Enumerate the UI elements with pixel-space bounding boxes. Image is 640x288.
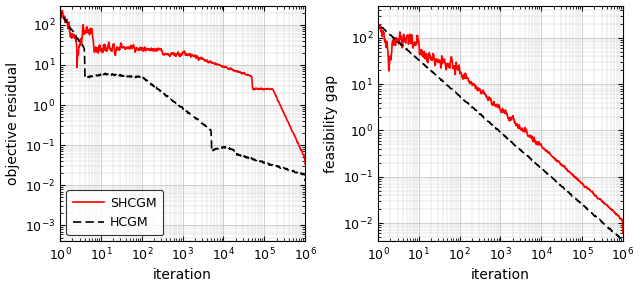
- SHCGM: [225, 67, 232, 71]
- HCGM: [248, 156, 255, 160]
- SHCGM: [374, 37, 382, 40]
- SHCGM: [56, 22, 64, 26]
- SHCGM: [248, 75, 255, 78]
- SHCGM: [164, 52, 172, 56]
- SHCGM: [399, 36, 407, 39]
- SHCGM: [570, 174, 577, 177]
- X-axis label: iteration: iteration: [153, 268, 212, 283]
- SHCGM: [301, 162, 309, 165]
- HCGM: [543, 171, 550, 175]
- HCGM: [474, 110, 481, 114]
- Y-axis label: objective residual: objective residual: [6, 62, 20, 185]
- HCGM: [374, 22, 382, 26]
- HCGM: [399, 44, 407, 48]
- HCGM: [565, 191, 573, 195]
- Y-axis label: feasibility gap: feasibility gap: [324, 74, 337, 173]
- Line: SHCGM: SHCGM: [60, 10, 305, 164]
- SHCGM: [565, 170, 573, 174]
- Line: HCGM: HCGM: [378, 24, 623, 248]
- SHCGM: [82, 29, 90, 33]
- Legend: SHCGM, HCGM: SHCGM, HCGM: [67, 190, 163, 235]
- HCGM: [56, 18, 64, 22]
- HCGM: [82, 75, 90, 79]
- HCGM: [225, 146, 232, 149]
- HCGM: [164, 95, 172, 99]
- HCGM: [252, 159, 260, 162]
- HCGM: [619, 246, 627, 250]
- HCGM: [301, 179, 309, 183]
- SHCGM: [58, 9, 66, 12]
- HCGM: [570, 195, 577, 199]
- SHCGM: [252, 87, 260, 90]
- HCGM: [374, 30, 382, 34]
- HCGM: [56, 11, 64, 15]
- Line: SHCGM: SHCGM: [378, 24, 623, 233]
- SHCGM: [374, 22, 382, 26]
- Line: HCGM: HCGM: [60, 13, 305, 181]
- SHCGM: [543, 149, 550, 153]
- SHCGM: [619, 232, 627, 235]
- X-axis label: iteration: iteration: [471, 268, 530, 283]
- SHCGM: [474, 88, 481, 92]
- HCGM: [156, 88, 163, 92]
- SHCGM: [156, 47, 163, 51]
- SHCGM: [483, 93, 490, 97]
- HCGM: [483, 118, 490, 121]
